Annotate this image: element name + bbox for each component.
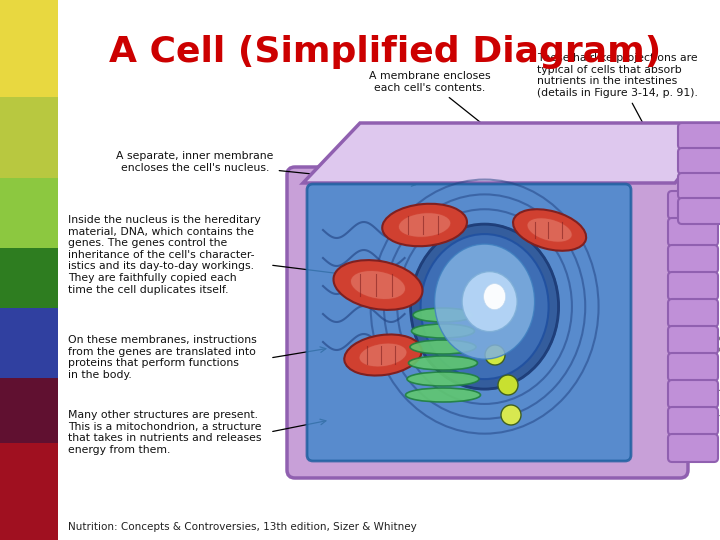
Text: Inside the nucleus is the hereditary
material, DNA, which contains the
genes. Th: Inside the nucleus is the hereditary mat…: [68, 215, 261, 295]
Bar: [0, 308, 58, 378]
FancyBboxPatch shape: [678, 123, 720, 149]
Ellipse shape: [484, 284, 505, 309]
Text: Nutrition: Concepts & Controversies, 13th edition, Sizer & Whitney: Nutrition: Concepts & Controversies, 13t…: [68, 522, 417, 532]
Ellipse shape: [410, 224, 559, 389]
FancyBboxPatch shape: [678, 173, 720, 199]
Bar: [0, 443, 58, 540]
FancyBboxPatch shape: [668, 353, 718, 381]
Text: A separate, inner membrane
encloses the cell's nucleus.: A separate, inner membrane encloses the …: [117, 151, 416, 186]
FancyBboxPatch shape: [668, 299, 718, 327]
Ellipse shape: [462, 272, 517, 332]
Bar: [0, 248, 58, 308]
Polygon shape: [303, 123, 720, 183]
Text: A membrane encloses
each cell's contents.: A membrane encloses each cell's contents…: [369, 71, 491, 127]
FancyBboxPatch shape: [307, 184, 631, 461]
Bar: [0, 97, 58, 178]
FancyBboxPatch shape: [668, 218, 718, 246]
Ellipse shape: [527, 218, 572, 242]
Bar: [0, 378, 58, 443]
FancyBboxPatch shape: [668, 380, 718, 408]
FancyBboxPatch shape: [668, 407, 718, 435]
Ellipse shape: [420, 234, 549, 379]
Ellipse shape: [344, 334, 422, 375]
FancyBboxPatch shape: [668, 191, 718, 219]
Bar: [0, 0, 58, 97]
FancyBboxPatch shape: [668, 245, 718, 273]
Text: © Cengage Learning: © Cengage Learning: [711, 333, 719, 427]
Circle shape: [498, 375, 518, 395]
Ellipse shape: [412, 324, 474, 338]
Ellipse shape: [408, 356, 477, 370]
Ellipse shape: [398, 213, 451, 238]
Bar: [0, 178, 58, 248]
Ellipse shape: [359, 343, 407, 367]
Ellipse shape: [333, 260, 423, 310]
Circle shape: [485, 345, 505, 365]
Text: On these membranes, instructions
from the genes are translated into
proteins tha: On these membranes, instructions from th…: [68, 335, 257, 380]
Ellipse shape: [513, 209, 586, 251]
FancyBboxPatch shape: [668, 434, 718, 462]
FancyBboxPatch shape: [678, 148, 720, 174]
FancyBboxPatch shape: [678, 198, 720, 224]
Circle shape: [501, 405, 521, 425]
Text: A Cell (Simplified Diagram): A Cell (Simplified Diagram): [109, 35, 661, 69]
FancyBboxPatch shape: [668, 272, 718, 300]
Ellipse shape: [413, 308, 473, 322]
Ellipse shape: [351, 271, 405, 300]
Ellipse shape: [407, 372, 479, 386]
Text: Many other structures are present.
This is a mitochondrion, a structure
that tak: Many other structures are present. This …: [68, 410, 261, 455]
Ellipse shape: [405, 388, 480, 402]
Ellipse shape: [410, 340, 476, 354]
Ellipse shape: [382, 204, 467, 246]
FancyBboxPatch shape: [668, 326, 718, 354]
FancyBboxPatch shape: [287, 167, 688, 478]
Text: These hairlike projections are
typical of cells that absorb
nutrients in the int: These hairlike projections are typical o…: [537, 53, 698, 151]
Ellipse shape: [435, 244, 534, 359]
